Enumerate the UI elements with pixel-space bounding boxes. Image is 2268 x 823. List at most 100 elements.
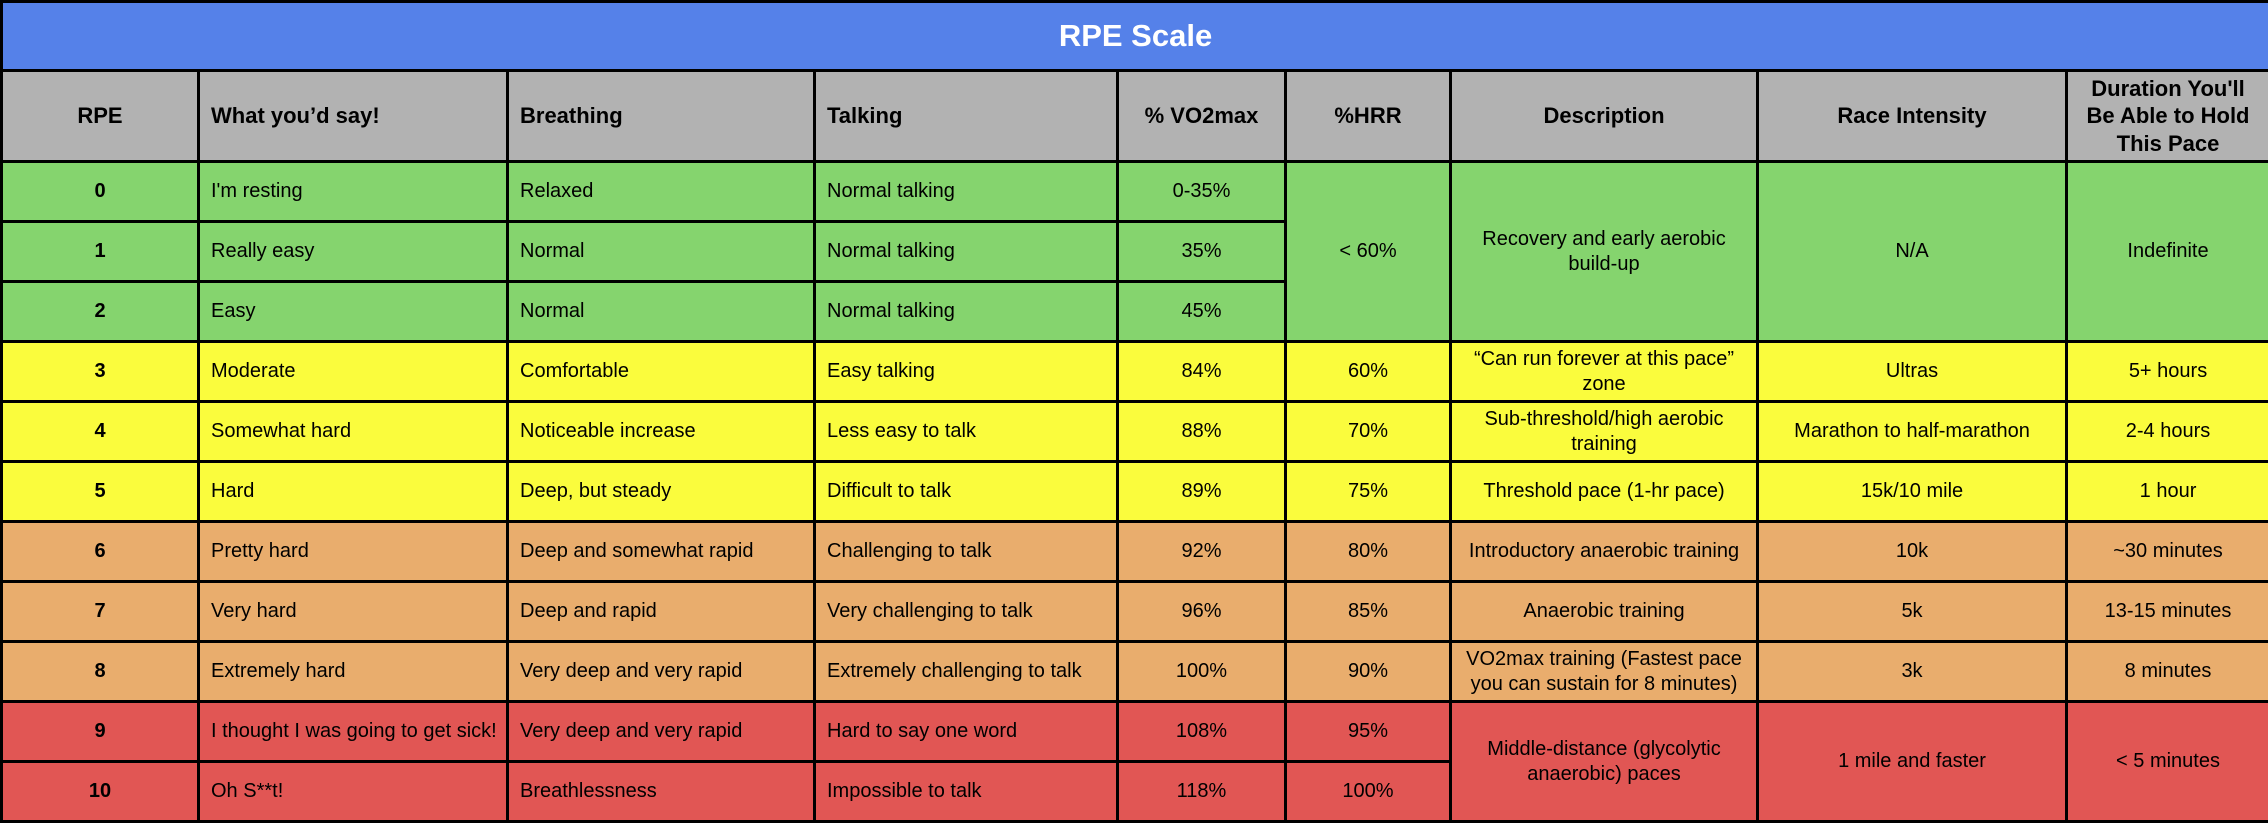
cell-breathing: Normal [508, 282, 815, 342]
cell-breathing: Breathlessness [508, 762, 815, 822]
cell-breathing: Noticeable increase [508, 402, 815, 462]
cell-duration: 1 hour [2067, 462, 2268, 522]
cell-breathing: Deep and rapid [508, 582, 815, 642]
header-what-youd-say: What you’d say! [199, 71, 508, 162]
cell-talking: Challenging to talk [815, 522, 1118, 582]
cell-vo2max: 88% [1118, 402, 1286, 462]
cell-breathing: Relaxed [508, 162, 815, 222]
cell-race-intensity: 1 mile and faster [1758, 702, 2067, 822]
cell-what-youd-say: Hard [199, 462, 508, 522]
cell-talking: Very challenging to talk [815, 582, 1118, 642]
cell-rpe: 5 [2, 462, 199, 522]
cell-duration: < 5 minutes [2067, 702, 2268, 822]
cell-duration: 5+ hours [2067, 342, 2268, 402]
cell-race-intensity: 5k [1758, 582, 2067, 642]
title-row: RPE Scale [2, 2, 2268, 71]
cell-talking: Normal talking [815, 282, 1118, 342]
cell-breathing: Comfortable [508, 342, 815, 402]
cell-vo2max: 84% [1118, 342, 1286, 402]
cell-hrr: 85% [1286, 582, 1451, 642]
cell-vo2max: 108% [1118, 702, 1286, 762]
cell-rpe: 8 [2, 642, 199, 702]
cell-what-youd-say: Moderate [199, 342, 508, 402]
cell-talking: Less easy to talk [815, 402, 1118, 462]
cell-hrr: 80% [1286, 522, 1451, 582]
cell-vo2max: 118% [1118, 762, 1286, 822]
cell-what-youd-say: Somewhat hard [199, 402, 508, 462]
cell-hrr: 90% [1286, 642, 1451, 702]
cell-talking: Normal talking [815, 162, 1118, 222]
cell-duration: 2-4 hours [2067, 402, 2268, 462]
cell-duration: 8 minutes [2067, 642, 2268, 702]
cell-description: Threshold pace (1-hr pace) [1451, 462, 1758, 522]
cell-description: Anaerobic training [1451, 582, 1758, 642]
cell-hrr: 95% [1286, 702, 1451, 762]
cell-rpe: 0 [2, 162, 199, 222]
cell-vo2max: 96% [1118, 582, 1286, 642]
cell-vo2max: 45% [1118, 282, 1286, 342]
cell-description: Middle-distance (glycolytic anaerobic) p… [1451, 702, 1758, 822]
cell-breathing: Deep and somewhat rapid [508, 522, 815, 582]
cell-race-intensity: Ultras [1758, 342, 2067, 402]
cell-hrr: 100% [1286, 762, 1451, 822]
cell-hrr: 70% [1286, 402, 1451, 462]
cell-race-intensity: 3k [1758, 642, 2067, 702]
cell-vo2max: 35% [1118, 222, 1286, 282]
cell-what-youd-say: Really easy [199, 222, 508, 282]
cell-duration: 13-15 minutes [2067, 582, 2268, 642]
header-breathing: Breathing [508, 71, 815, 162]
cell-rpe: 9 [2, 702, 199, 762]
cell-duration: Indefinite [2067, 162, 2268, 342]
cell-vo2max: 100% [1118, 642, 1286, 702]
header-rpe: RPE [2, 71, 199, 162]
cell-vo2max: 0-35% [1118, 162, 1286, 222]
cell-breathing: Deep, but steady [508, 462, 815, 522]
cell-what-youd-say: Easy [199, 282, 508, 342]
cell-talking: Difficult to talk [815, 462, 1118, 522]
cell-talking: Impossible to talk [815, 762, 1118, 822]
cell-rpe: 3 [2, 342, 199, 402]
header-description: Description [1451, 71, 1758, 162]
cell-talking: Normal talking [815, 222, 1118, 282]
cell-breathing: Very deep and very rapid [508, 702, 815, 762]
cell-hrr: 75% [1286, 462, 1451, 522]
cell-rpe: 2 [2, 282, 199, 342]
cell-vo2max: 92% [1118, 522, 1286, 582]
cell-vo2max: 89% [1118, 462, 1286, 522]
cell-description: Introductory anaerobic training [1451, 522, 1758, 582]
cell-rpe: 1 [2, 222, 199, 282]
cell-talking: Easy talking [815, 342, 1118, 402]
cell-duration: ~30 minutes [2067, 522, 2268, 582]
cell-race-intensity: 15k/10 mile [1758, 462, 2067, 522]
cell-description: “Can run forever at this pace” zone [1451, 342, 1758, 402]
cell-description: Recovery and early aerobic build-up [1451, 162, 1758, 342]
header-vo2max: % VO2max [1118, 71, 1286, 162]
cell-what-youd-say: Pretty hard [199, 522, 508, 582]
cell-rpe: 7 [2, 582, 199, 642]
cell-breathing: Normal [508, 222, 815, 282]
cell-talking: Hard to say one word [815, 702, 1118, 762]
cell-what-youd-say: I thought I was going to get sick! [199, 702, 508, 762]
cell-what-youd-say: Extremely hard [199, 642, 508, 702]
cell-hrr: 60% [1286, 342, 1451, 402]
page-title: RPE Scale [2, 2, 2268, 71]
cell-race-intensity: N/A [1758, 162, 2067, 342]
cell-description: VO2max training (Fastest pace you can su… [1451, 642, 1758, 702]
cell-rpe: 10 [2, 762, 199, 822]
header-talking: Talking [815, 71, 1118, 162]
cell-rpe: 4 [2, 402, 199, 462]
cell-what-youd-say: I'm resting [199, 162, 508, 222]
header-hrr: %HRR [1286, 71, 1451, 162]
cell-hrr: < 60% [1286, 162, 1451, 342]
column-header-row: RPE What you’d say! Breathing Talking % … [2, 71, 2268, 162]
